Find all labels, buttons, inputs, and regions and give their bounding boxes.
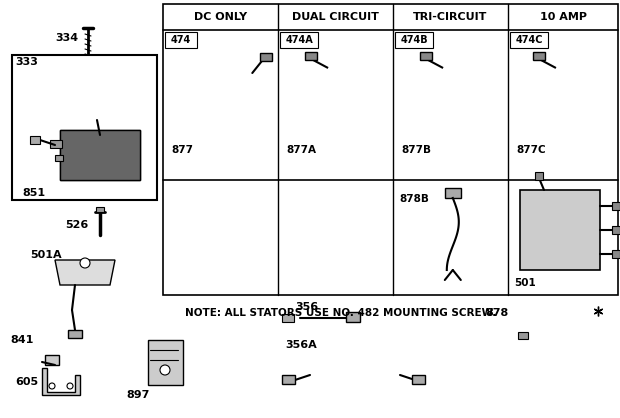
Bar — [96, 207, 104, 212]
Bar — [12, 55, 157, 200]
Bar — [395, 32, 433, 48]
Text: 526: 526 — [65, 220, 88, 230]
Ellipse shape — [560, 83, 593, 133]
Bar — [412, 375, 425, 384]
Text: DUAL CIRCUIT: DUAL CIRCUIT — [292, 12, 379, 22]
Text: TRI-CIRCUIT: TRI-CIRCUIT — [414, 12, 488, 22]
Text: 877B: 877B — [401, 145, 431, 155]
Bar — [60, 130, 140, 180]
Bar — [260, 53, 272, 61]
Text: 501A: 501A — [30, 250, 61, 260]
Circle shape — [49, 383, 55, 389]
Bar — [520, 190, 600, 270]
Text: 878: 878 — [485, 308, 508, 318]
Text: 356A: 356A — [285, 340, 317, 350]
Text: 356: 356 — [295, 302, 318, 312]
Text: 877C: 877C — [516, 145, 546, 155]
Text: 841: 841 — [10, 335, 33, 345]
Bar — [282, 314, 294, 322]
Bar — [612, 202, 620, 210]
Bar — [280, 32, 318, 48]
Bar — [420, 51, 432, 59]
Bar — [346, 312, 360, 322]
Text: NOTE: ALL STATORS USE NO. 482 MOUNTING SCREW.: NOTE: ALL STATORS USE NO. 482 MOUNTING S… — [185, 308, 496, 318]
Bar — [510, 32, 548, 48]
Bar — [518, 332, 528, 339]
Circle shape — [67, 383, 73, 389]
Text: 10 AMP: 10 AMP — [539, 12, 587, 22]
Ellipse shape — [332, 83, 366, 133]
Bar — [165, 32, 197, 48]
Text: 877: 877 — [171, 145, 193, 155]
Text: 878B: 878B — [399, 194, 429, 204]
Bar — [45, 355, 59, 365]
Text: 474B: 474B — [400, 35, 428, 45]
Bar — [30, 136, 40, 144]
Bar — [282, 375, 295, 384]
Bar — [445, 188, 461, 198]
Text: 474C: 474C — [515, 35, 542, 45]
Text: eReplacementParts.com: eReplacementParts.com — [234, 229, 386, 242]
Bar — [533, 51, 545, 59]
Bar — [305, 51, 317, 59]
Text: 605: 605 — [15, 377, 38, 387]
Polygon shape — [55, 260, 115, 285]
Bar — [535, 172, 543, 180]
Polygon shape — [42, 368, 80, 395]
Text: 474: 474 — [171, 35, 191, 45]
Text: 334: 334 — [55, 33, 78, 43]
Text: DC ONLY: DC ONLY — [194, 12, 247, 22]
Bar — [163, 4, 618, 295]
Circle shape — [80, 258, 90, 268]
Bar — [612, 250, 620, 258]
Text: 333: 333 — [15, 57, 38, 67]
Bar — [55, 155, 63, 161]
Text: 501: 501 — [514, 278, 536, 288]
Bar — [612, 226, 620, 234]
Text: 877A: 877A — [286, 145, 316, 155]
Ellipse shape — [447, 83, 482, 133]
Bar — [50, 140, 62, 148]
Bar — [60, 130, 140, 180]
Circle shape — [160, 365, 170, 375]
Text: 897: 897 — [126, 390, 149, 400]
Bar — [148, 340, 183, 385]
Text: 474A: 474A — [285, 35, 313, 45]
Bar — [68, 330, 82, 338]
Text: 851: 851 — [22, 188, 45, 198]
